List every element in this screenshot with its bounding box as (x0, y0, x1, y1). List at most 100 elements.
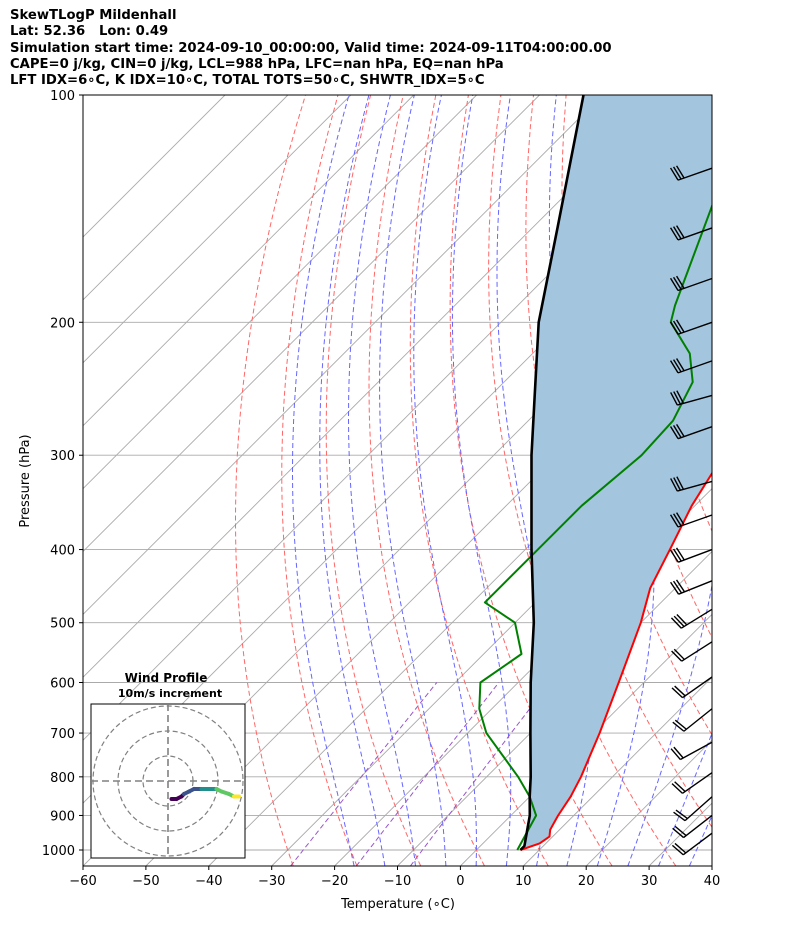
barb-feather (672, 320, 682, 334)
barb-feather (671, 783, 683, 794)
wind-barb (673, 796, 713, 822)
dry-adiabat (409, 95, 549, 866)
mixing-ratio-line (355, 682, 500, 866)
barb-feather (669, 514, 679, 528)
barb-feather (676, 225, 685, 239)
barb-feather (675, 547, 685, 561)
isotherm-line (334, 487, 712, 866)
wind-barb (671, 832, 713, 856)
x-tick-label: −40 (195, 874, 222, 889)
barb-staff (684, 796, 713, 822)
chart-header: SkewTLogP Mildenhall Lat: 52.36 Lon: 0.4… (10, 8, 612, 89)
barb-feather (676, 275, 685, 289)
moist-adiabat (379, 95, 447, 866)
barb-feather (676, 423, 685, 437)
barb-staff (682, 832, 713, 856)
wind-barb (669, 423, 713, 440)
barb-feather (676, 512, 685, 526)
dry-adiabat (281, 95, 358, 866)
simulation-time-line: Simulation start time: 2024-09-10_00:00:… (10, 40, 612, 56)
barb-feather (669, 426, 679, 440)
y-tick-label: 900 (50, 809, 75, 824)
y-tick-label: 800 (50, 771, 75, 786)
wind-barb (669, 225, 713, 241)
barb-feather (672, 226, 682, 240)
moist-adiabat (496, 95, 551, 866)
moist-adiabat (348, 95, 416, 866)
barb-feather (673, 477, 682, 491)
isotherm-line (397, 550, 712, 866)
barb-feather (671, 687, 683, 699)
barb-feather (669, 321, 679, 335)
barb-staff (681, 641, 713, 662)
barb-staff (683, 814, 713, 839)
x-axis-ticks: −60 −50 −40 −30 −20 −10 0 10 20 30 40 (69, 866, 720, 889)
wind-barb (669, 319, 713, 335)
barb-feather (675, 809, 688, 820)
barb-staff (678, 580, 713, 595)
dry-adiabat (235, 95, 306, 866)
dry-adiabat (729, 95, 794, 866)
hodograph-trace (169, 787, 241, 801)
wind-barbs (669, 165, 713, 856)
wind-barb (672, 814, 713, 839)
hodograph-inset: Wind Profile 10m/s increment (90, 671, 246, 859)
barb-feather (673, 811, 686, 822)
hodograph-title: Wind Profile (125, 671, 208, 685)
barb-feather (675, 579, 686, 593)
x-tick-label: −60 (69, 874, 96, 889)
isotherm-line (83, 95, 352, 364)
mixing-ratio-line (290, 682, 438, 866)
hodograph-subtitle: 10m/s increment (118, 687, 222, 700)
barb-staff (682, 676, 713, 699)
barb-feather (672, 580, 683, 594)
x-tick-label: −10 (384, 874, 411, 889)
barb-feather (669, 227, 679, 241)
hodograph-rings (91, 704, 245, 858)
barb-feather (674, 685, 686, 697)
isotherm-line (711, 865, 712, 866)
isotherm-line (83, 95, 540, 553)
barb-staff (682, 772, 713, 794)
x-axis-label: Temperature (∘C) (340, 897, 455, 912)
barb-feather (672, 166, 682, 180)
dry-adiabat (762, 95, 794, 866)
wind-barb (670, 608, 713, 629)
moist-adiabat (413, 95, 477, 866)
dewpoint-line (478, 203, 712, 851)
parcel-line (519, 95, 585, 851)
barb-feather (672, 276, 682, 290)
barb-feather (672, 548, 682, 562)
y-axis-label: Pressure (hPa) (18, 434, 33, 527)
isotherm-line (83, 95, 226, 238)
barb-feather (676, 390, 685, 404)
wind-barb (669, 275, 713, 292)
barb-feather (669, 277, 679, 291)
barb-feather (676, 319, 685, 333)
moist-adiabat (658, 731, 712, 866)
barb-feather (676, 358, 685, 372)
barb-feather (670, 392, 678, 406)
profile-lines (478, 95, 712, 851)
x-tick-label: −50 (132, 874, 159, 889)
wind-barb (669, 547, 713, 563)
barb-feather (671, 650, 683, 662)
x-tick-label: 0 (456, 874, 464, 889)
x-tick-label: 20 (578, 874, 595, 889)
barb-feather (673, 648, 685, 660)
isotherm-line (83, 95, 415, 427)
barb-feather (671, 844, 684, 856)
barb-feather (676, 476, 685, 490)
wind-barb (672, 708, 713, 732)
wind-barb (669, 358, 713, 374)
y-axis-ticks: 100 200 300 400 500 600 700 800 900 1000 (42, 89, 83, 859)
mixing-ratio-line (409, 682, 551, 866)
barb-feather (674, 825, 687, 837)
barb-feather (672, 827, 685, 839)
barb-feather (672, 359, 682, 373)
x-tick-label: −20 (321, 874, 348, 889)
wind-barb (670, 390, 713, 406)
barb-feather (669, 167, 679, 181)
isotherm-line (83, 95, 666, 678)
y-tick-label: 1000 (42, 844, 75, 859)
